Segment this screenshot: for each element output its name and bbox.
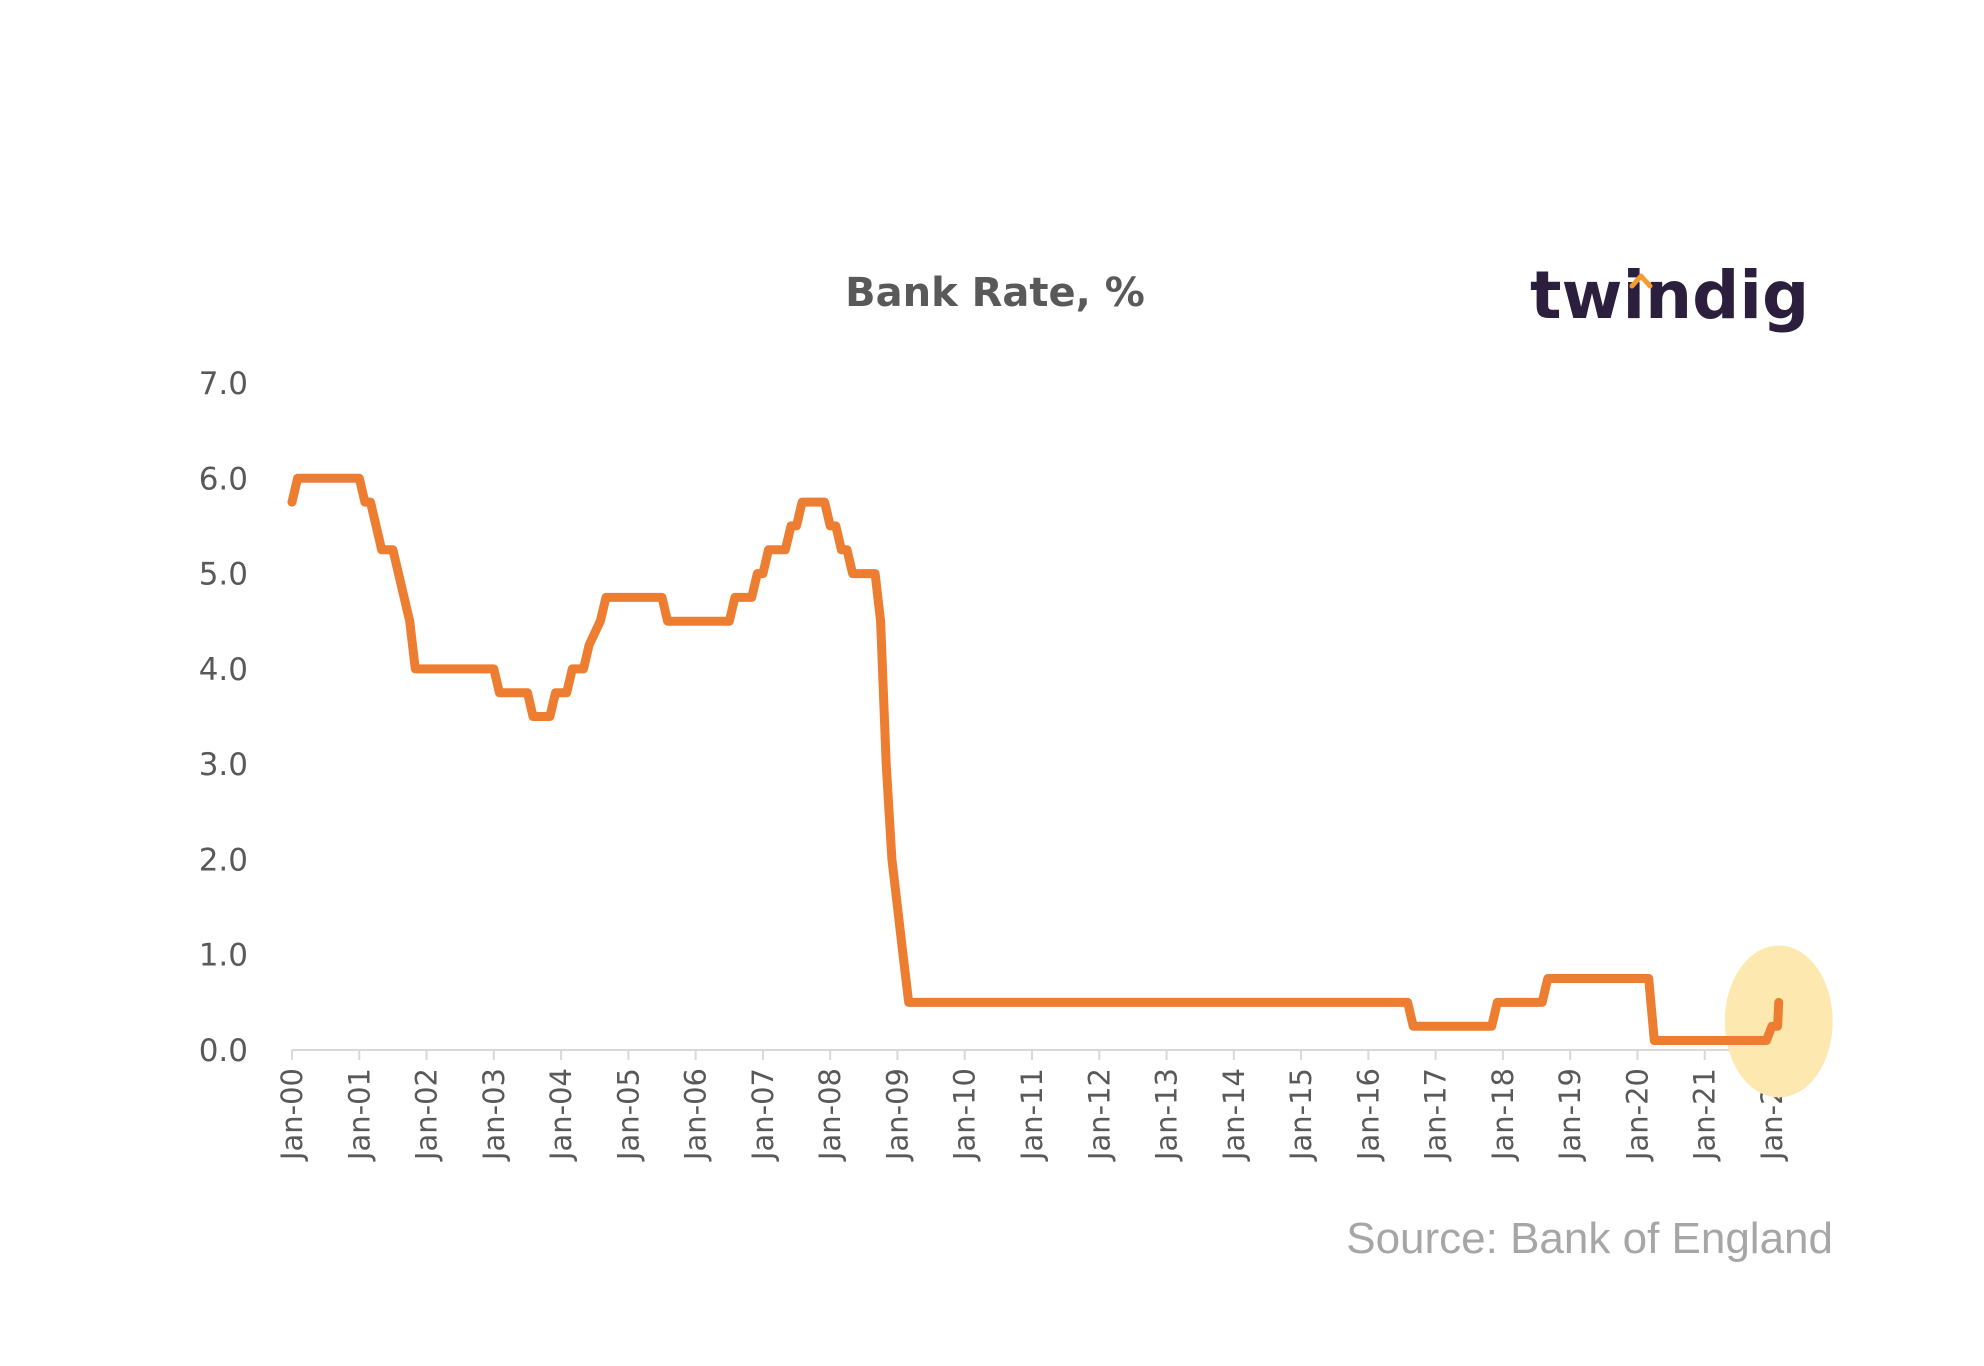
x-tick-label: Jan-17 xyxy=(1419,1068,1453,1162)
twindig-logo: twindig xyxy=(1530,257,1809,334)
y-tick-label: 1.0 xyxy=(199,938,248,974)
source-note: Source: Bank of England xyxy=(1346,1214,1833,1263)
logo-accent-chevron-icon xyxy=(1629,273,1653,289)
x-tick-label: Jan-05 xyxy=(611,1068,645,1162)
x-tick-label: Jan-07 xyxy=(746,1068,780,1162)
x-tick-label: Jan-09 xyxy=(880,1068,914,1162)
x-tick-label: Jan-10 xyxy=(948,1068,982,1162)
x-tick-label: Jan-12 xyxy=(1082,1068,1116,1162)
series-line-bank-rate xyxy=(287,473,1784,1045)
y-tick-label: 2.0 xyxy=(199,842,248,878)
x-tick-label: Jan-00 xyxy=(275,1068,309,1162)
x-tick-label: Jan-08 xyxy=(813,1068,847,1162)
x-tick-label: Jan-01 xyxy=(342,1068,376,1162)
brand-name: twindig xyxy=(1530,257,1809,334)
x-tick-label: Jan-04 xyxy=(544,1068,578,1162)
x-tick-label: Jan-19 xyxy=(1553,1068,1587,1162)
y-tick-label: 4.0 xyxy=(199,652,248,688)
x-tick-label: Jan-06 xyxy=(679,1068,713,1162)
x-tick-label: Jan-03 xyxy=(477,1068,511,1162)
x-tick-label: Jan-16 xyxy=(1351,1068,1385,1162)
x-tick-label: Jan-13 xyxy=(1150,1068,1184,1162)
x-tick-label: Jan-18 xyxy=(1486,1068,1520,1162)
x-tick-label: Jan-20 xyxy=(1620,1068,1654,1162)
y-tick-label: 5.0 xyxy=(199,557,248,593)
x-tick-label: Jan-15 xyxy=(1284,1068,1318,1162)
y-tick-label: 0.0 xyxy=(199,1033,248,1069)
x-tick-label: Jan-14 xyxy=(1217,1068,1251,1162)
y-tick-label: 3.0 xyxy=(199,747,248,783)
x-tick-label: Jan-21 xyxy=(1688,1068,1722,1162)
chart-title: Bank Rate, % xyxy=(845,270,1145,316)
x-tick-label: Jan-11 xyxy=(1015,1068,1049,1162)
x-tick-label: Jan-02 xyxy=(410,1068,444,1162)
y-tick-label: 6.0 xyxy=(199,461,248,497)
y-tick-label: 7.0 xyxy=(199,366,248,402)
y-axis: 0.0 1.0 2.0 3.0 4.0 5.0 6.0 7.0 xyxy=(199,366,248,1069)
x-axis: Jan-00 Jan-01 Jan-02 Jan-03 Jan-04 Jan-05 Jan-… xyxy=(275,1050,1789,1162)
